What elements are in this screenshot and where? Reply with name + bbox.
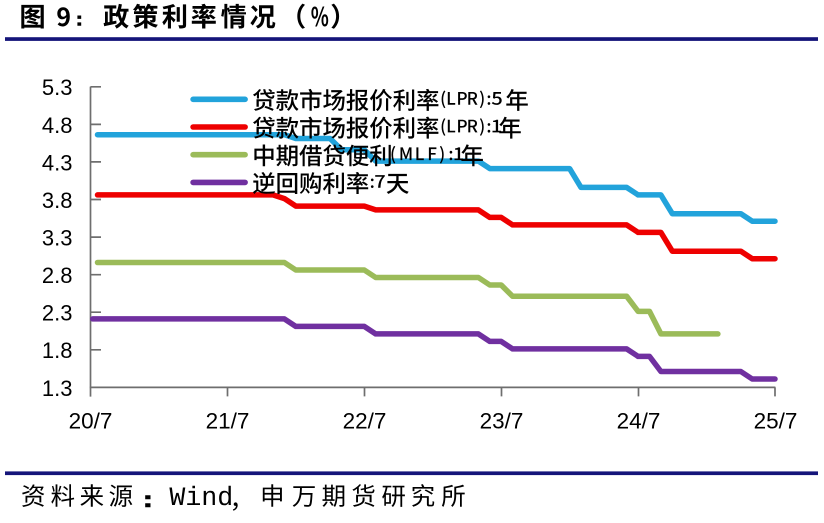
svg-text:1.8: 1.8 [42,338,73,363]
svg-text:22/7: 22/7 [343,408,387,433]
svg-text:5.3: 5.3 [42,75,73,100]
svg-text:3.8: 3.8 [42,188,73,213]
svg-text:23/7: 23/7 [480,408,524,433]
svg-text:2.8: 2.8 [42,263,73,288]
svg-text:4.8: 4.8 [42,113,73,138]
svg-text:2.3: 2.3 [42,301,73,326]
svg-text:24/7: 24/7 [617,408,661,433]
svg-text:20/7: 20/7 [69,408,113,433]
svg-text:1.3: 1.3 [42,376,73,401]
svg-text:25/7: 25/7 [754,408,798,433]
svg-text:4.3: 4.3 [42,150,73,175]
svg-text:21/7: 21/7 [206,408,250,433]
svg-text:3.3: 3.3 [42,226,73,251]
